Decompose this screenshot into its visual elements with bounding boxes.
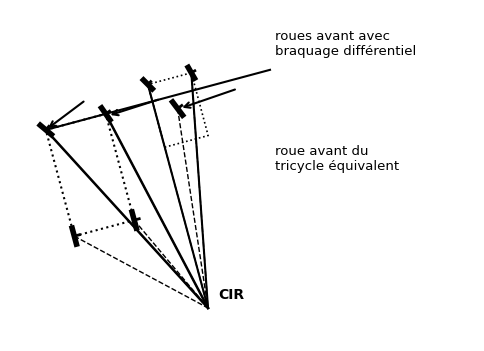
Text: roues avant avec
braquage différentiel: roues avant avec braquage différentiel [274,30,415,58]
Text: CIR: CIR [217,288,243,302]
Text: roue avant du
tricycle équivalent: roue avant du tricycle équivalent [274,145,398,173]
